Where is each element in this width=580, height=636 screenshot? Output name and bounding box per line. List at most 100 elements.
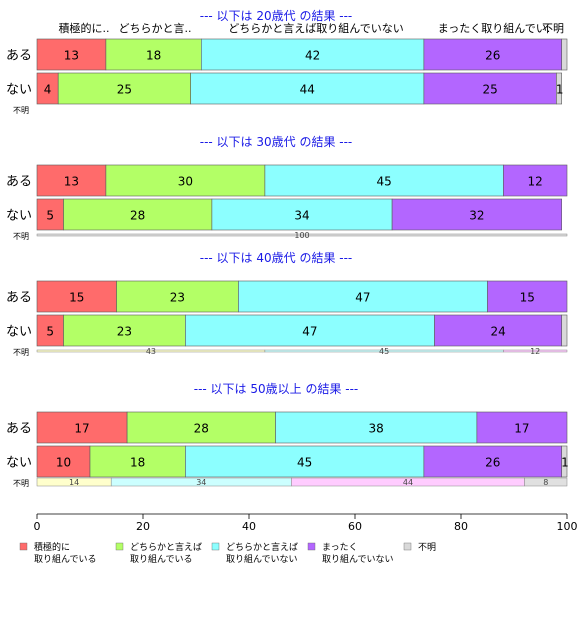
unknown-value-label: 12 [530, 347, 540, 356]
x-tick-label: 60 [348, 520, 362, 533]
bar-value-label: 23 [117, 325, 132, 339]
bar-segment [36, 164, 107, 197]
bar-segment [264, 164, 504, 197]
legend-label: 取り組んでいる [34, 553, 97, 565]
bar-segment [36, 445, 91, 478]
bar-segment [126, 411, 276, 444]
unknown-label: 不明 [13, 479, 29, 488]
bar-value-label: 30 [178, 175, 193, 189]
unknown-value-label: 14 [69, 478, 79, 487]
legend-swatch [19, 542, 28, 551]
x-tick-label: 0 [34, 520, 41, 533]
bar-value-label: 47 [355, 291, 370, 305]
bar-value-label: 17 [514, 422, 529, 436]
bar-segment [190, 72, 425, 105]
row-label: ある [6, 175, 32, 190]
legend-swatch [403, 542, 412, 551]
bar-segment [185, 314, 435, 347]
bar-segment [391, 198, 563, 231]
legend-label: 取り組んでいる [130, 553, 193, 565]
bar-value-label: 12 [528, 175, 543, 189]
bar-segment [63, 314, 186, 347]
x-tick-label: 40 [242, 520, 256, 533]
bar-value-label: 5 [46, 209, 54, 223]
panel-title: --- 以下は 30歳代 の結果 --- [200, 135, 353, 149]
unknown-value-label: 34 [196, 478, 206, 487]
bar-value-label: 47 [302, 325, 317, 339]
x-tick-label: 20 [136, 520, 150, 533]
bar-value-label: 28 [130, 209, 145, 223]
panel-title: --- 以下は 40歳代 の結果 --- [200, 251, 353, 265]
x-tick-label: 100 [557, 520, 578, 533]
bar-value-label: 25 [117, 83, 132, 97]
bar-segment [105, 164, 266, 197]
row-label: ない [6, 325, 32, 340]
legend-swatch [307, 542, 316, 551]
unknown-value-label: 100 [294, 231, 309, 240]
bar-segment [503, 164, 568, 197]
bar-segment [116, 280, 239, 313]
bar-value-label: 42 [305, 49, 320, 63]
row-label: ある [6, 422, 32, 437]
legend-label: 不明 [418, 542, 436, 553]
bar-value-label: 10 [56, 456, 71, 470]
header-label: どちらかと言えば取り組んでいない [228, 22, 403, 35]
bar-segment [434, 314, 562, 347]
bar-value-label: 23 [170, 291, 185, 305]
bar-segment [89, 445, 186, 478]
legend-swatch [211, 542, 220, 551]
unknown-label: 不明 [13, 348, 29, 357]
bar-segment [476, 411, 568, 444]
bar-value-label: 45 [297, 456, 312, 470]
header-label: 積極的に.. [59, 21, 110, 35]
bar-value-label: 34 [294, 209, 309, 223]
bar-value-label: 26 [485, 49, 500, 63]
header-label: どちらかと言.. [119, 22, 192, 35]
bar-value-label: 45 [377, 175, 392, 189]
bar-value-label: 38 [369, 422, 384, 436]
legend-label: 積極的に [34, 541, 70, 553]
bar-value-label: 15 [69, 291, 84, 305]
row-label: ない [6, 83, 32, 98]
header-label: 不明 [542, 22, 564, 35]
bar-value-label: 13 [64, 49, 79, 63]
legend-label: どちらかと言えば [226, 541, 298, 553]
x-tick-label: 80 [454, 520, 468, 533]
bar-value-label: 28 [194, 422, 209, 436]
bar-segment [185, 445, 425, 478]
bar-segment [36, 280, 117, 313]
unknown-value-label: 8 [543, 478, 548, 487]
bar-segment [556, 72, 563, 105]
bar-value-label: 1 [556, 83, 564, 97]
legend-label: 取り組んでいない [226, 553, 298, 565]
bar-value-label: 24 [490, 325, 505, 339]
bar-value-label: 5 [46, 325, 54, 339]
unknown-value-label: 44 [403, 478, 413, 487]
row-label: ない [6, 456, 32, 471]
legend-label: まったく [322, 542, 358, 553]
bar-value-label: 1 [561, 456, 569, 470]
bar-segment [36, 38, 107, 71]
bar-segment [211, 198, 393, 231]
legend-label: 取り組んでいない [322, 553, 394, 565]
bar-value-label: 26 [485, 456, 500, 470]
panel-title: --- 以下は 20歳代 の結果 --- [200, 9, 353, 23]
bar-value-label: 25 [483, 83, 498, 97]
bar-segment [36, 198, 64, 231]
bar-value-label: 17 [74, 422, 89, 436]
bar-value-label: 4 [44, 83, 52, 97]
bar-segment [57, 72, 192, 105]
bar-segment [423, 72, 557, 105]
bar-segment [561, 38, 568, 71]
unknown-label: 不明 [13, 232, 29, 241]
row-label: ある [6, 291, 32, 306]
bar-segment [487, 280, 568, 313]
bar-segment [561, 445, 568, 478]
legend-label: どちらかと言えば [130, 541, 202, 553]
bar-segment [105, 38, 202, 71]
bar-segment [36, 411, 128, 444]
bar-value-label: 44 [300, 83, 315, 97]
bar-segment [423, 38, 562, 71]
unknown-value-label: 43 [146, 347, 156, 356]
